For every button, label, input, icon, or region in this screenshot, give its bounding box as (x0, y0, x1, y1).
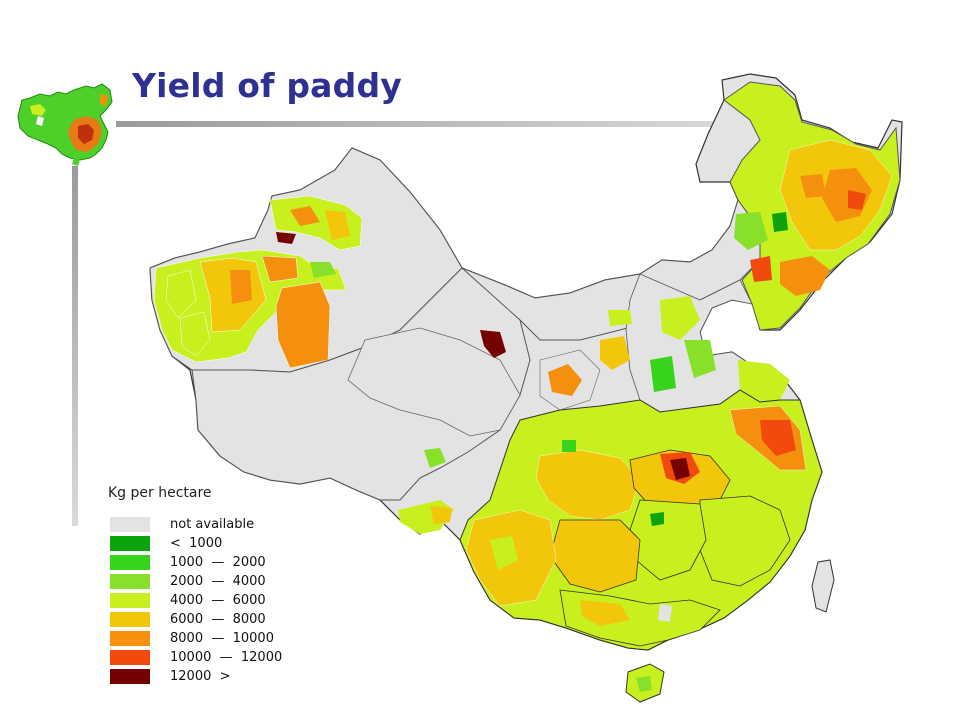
legend-label: < 1000 (170, 536, 223, 551)
legend-label: 12000 > (170, 669, 231, 684)
legend-label: 1000 — 2000 (170, 555, 266, 570)
legend-title: Kg per hectare (108, 485, 212, 501)
legend-swatch (110, 593, 150, 608)
legend-swatch (110, 650, 150, 665)
legend-swatch (110, 631, 150, 646)
legend-item-6000-8000: 6000 — 8000 (108, 610, 318, 629)
legend-item-10000-12000: 10000 — 12000 (108, 648, 318, 667)
legend-swatch (110, 669, 150, 684)
map-legend: Kg per hectare not available < 1000 1000… (108, 484, 318, 686)
slide-title: Yield of paddy (132, 66, 402, 105)
legend-item-1000-2000: 1000 — 2000 (108, 553, 318, 572)
legend-label: 8000 — 10000 (170, 631, 274, 646)
side-accent-bar (72, 166, 78, 526)
legend-item-not-available: not available (108, 515, 318, 534)
legend-label: 4000 — 6000 (170, 593, 266, 608)
legend-swatch (110, 555, 150, 570)
legend-label: 10000 — 12000 (170, 650, 283, 665)
legend-swatch (110, 536, 150, 551)
legend-item-over-12000: 12000 > (108, 667, 318, 686)
legend-swatch (110, 517, 150, 532)
legend-item-2000-4000: 2000 — 4000 (108, 572, 318, 591)
legend-item-8000-10000: 8000 — 10000 (108, 629, 318, 648)
legend-label: 2000 — 4000 (170, 574, 266, 589)
legend-swatch (110, 612, 150, 627)
legend-label: not available (170, 517, 255, 532)
legend-label: 6000 — 8000 (170, 612, 266, 627)
china-thumbnail-icon (17, 83, 113, 166)
legend-swatch (110, 574, 150, 589)
legend-item-4000-6000: 4000 — 6000 (108, 591, 318, 610)
title-underline-bar (116, 121, 722, 127)
legend-item-under-1000: < 1000 (108, 534, 318, 553)
